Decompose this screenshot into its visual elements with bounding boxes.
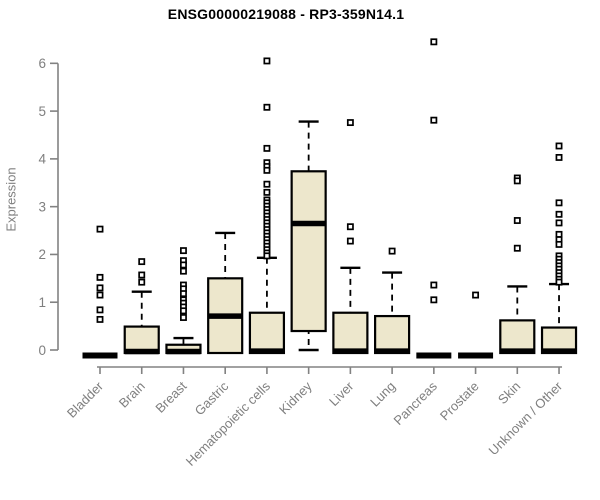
outlier-point [555, 142, 563, 150]
outlier-point [513, 217, 521, 224]
outlier-point [513, 244, 521, 252]
outlier-point [346, 223, 354, 231]
y-tick-label: 3 [38, 199, 46, 214]
iqr-box [374, 314, 411, 355]
outlier-point [138, 278, 146, 286]
y-tick-label: 0 [38, 343, 46, 358]
x-tick-label-bladder: Bladder [64, 378, 107, 421]
iqr-box [290, 170, 327, 333]
flat-bar [82, 352, 118, 359]
outlier-point [96, 291, 104, 299]
outlier-point [555, 210, 563, 218]
box-liver [332, 119, 369, 355]
outlier-point [555, 278, 563, 286]
box-prostate [458, 291, 494, 359]
x-tick-label-breast: Breast [152, 378, 189, 415]
chart-title: ENSG00000219088 - RP3-359N14.1 [167, 6, 405, 22]
outlier-point [180, 290, 187, 298]
x-tick-label-gastric: Gastric [192, 378, 232, 418]
box-lung [374, 247, 411, 355]
y-axis: 0 1 2 3 4 5 6 [38, 56, 59, 358]
x-tick-label-brain: Brain [116, 379, 148, 411]
box-brain [123, 258, 160, 355]
outlier-point [180, 261, 187, 269]
iqr-box [499, 319, 536, 355]
x-tick-label-unknown-other: Unknown / Other [486, 378, 566, 458]
outlier-point [263, 180, 271, 188]
outlier-point [555, 153, 563, 161]
outlier-point [138, 258, 146, 266]
outlier-point [96, 284, 104, 292]
outlier-point [388, 247, 396, 255]
box-gastric [207, 231, 244, 355]
outlier-point [180, 247, 187, 255]
box-skin [499, 174, 536, 355]
outlier-point [180, 267, 187, 275]
outlier-point [263, 103, 271, 111]
box-breast [165, 247, 202, 355]
outlier-point [346, 119, 354, 127]
outlier-point [430, 116, 438, 124]
outlier-point [430, 281, 438, 289]
outlier-point [555, 240, 563, 248]
y-tick-label: 5 [38, 104, 46, 119]
x-tick-label-lung: Lung [367, 379, 398, 410]
outlier-point [513, 177, 521, 185]
flat-bar [458, 352, 494, 359]
outlier-point [263, 144, 271, 152]
box-hematopoietic-cells [248, 57, 286, 355]
outlier-point [96, 306, 104, 314]
outlier-point [138, 271, 146, 279]
outlier-point [346, 237, 354, 245]
y-axis-label: Expression [3, 167, 19, 232]
outlier-point [96, 225, 104, 233]
box-unknown-other [540, 142, 578, 355]
x-tick-label-pancreas: Pancreas [391, 378, 441, 428]
box-bladder [82, 225, 118, 359]
outlier-point [96, 273, 104, 281]
outlier-point [263, 166, 271, 174]
outlier-point [263, 57, 271, 65]
outlier-point [263, 252, 271, 260]
outlier-point [555, 199, 563, 207]
y-tick-label: 2 [38, 247, 46, 262]
x-tick-label-kidney: Kidney [276, 378, 315, 417]
outlier-point [472, 291, 480, 299]
outlier-point [430, 296, 438, 304]
x-tick-label-prostate: Prostate [437, 379, 482, 424]
outlier-point [180, 314, 187, 321]
y-tick-label: 4 [38, 152, 46, 167]
iqr-box [332, 311, 369, 355]
box-pancreas [416, 38, 452, 359]
outlier-point [555, 219, 563, 227]
outlier-point [430, 38, 438, 46]
x-tick-label-skin: Skin [495, 379, 523, 407]
x-tick-label-liver: Liver [326, 378, 357, 409]
outlier-point [96, 315, 104, 323]
flat-bar [416, 352, 452, 359]
iqr-box [248, 311, 286, 355]
outlier-point [180, 307, 187, 315]
y-tick-label: 6 [38, 56, 46, 71]
outlier-point [263, 188, 271, 196]
box-kidney [290, 120, 327, 352]
y-tick-label: 1 [38, 295, 46, 310]
